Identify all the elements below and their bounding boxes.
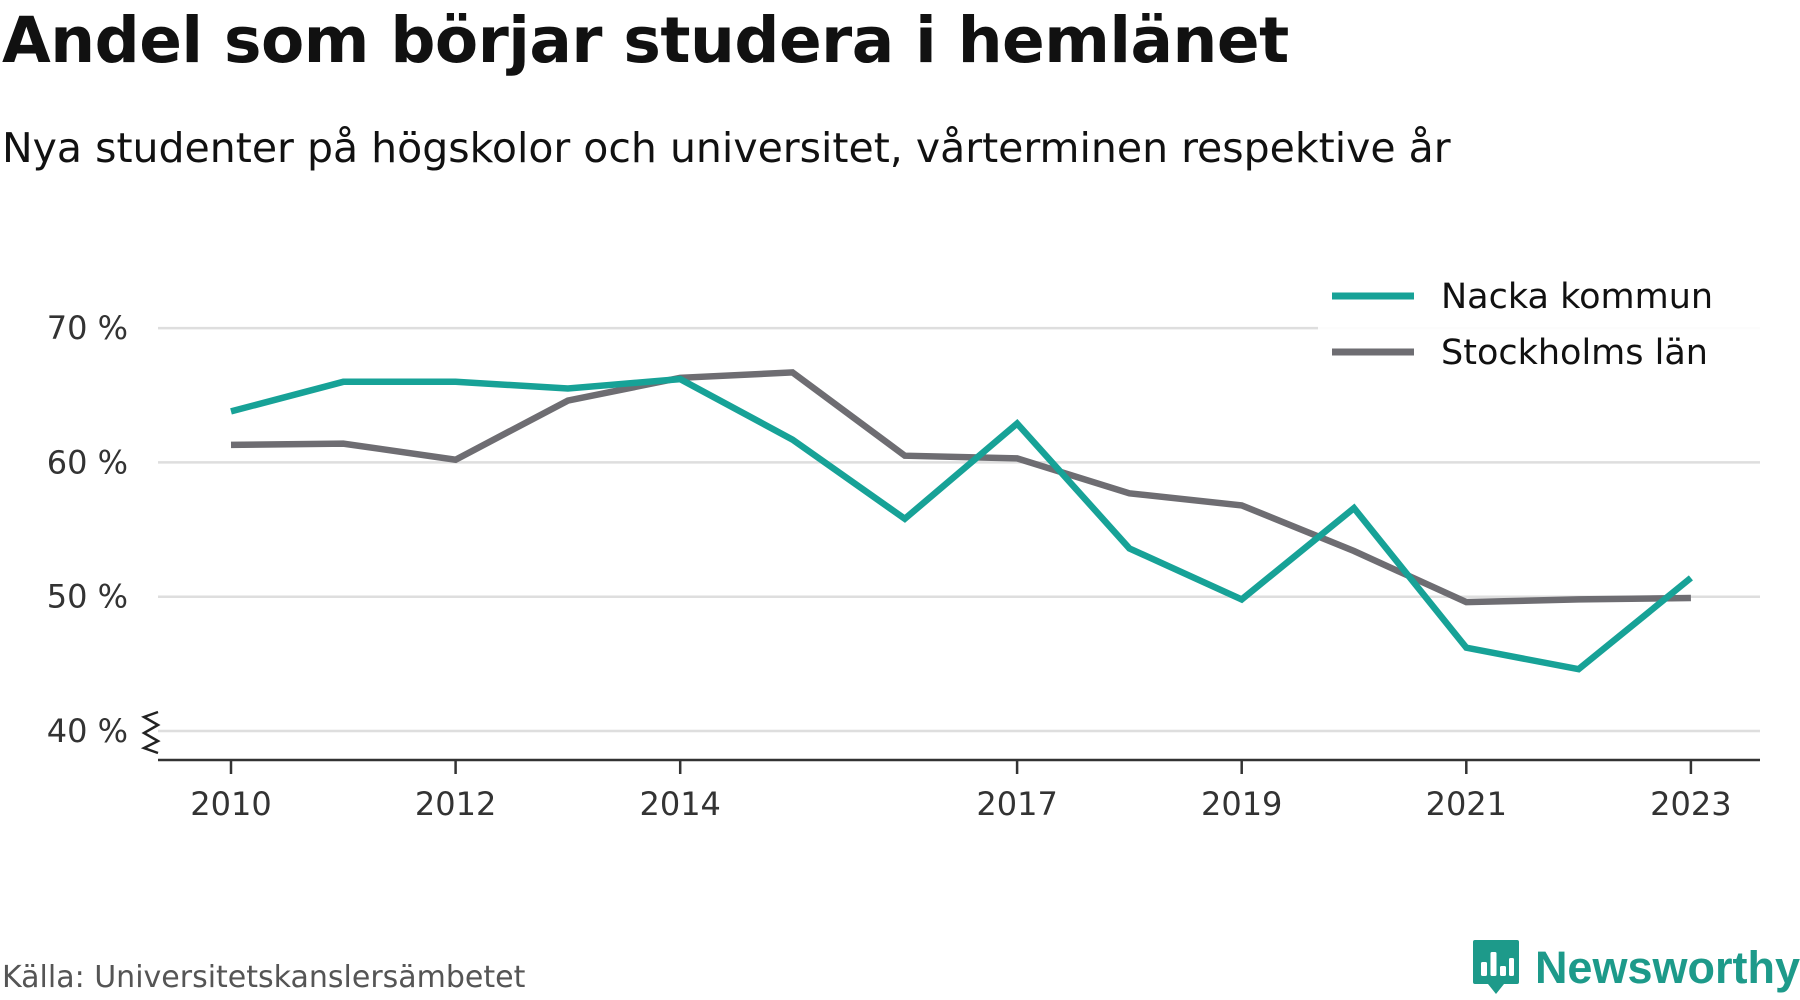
- y-axis: 40 % 50 % 60 % 70 %: [47, 309, 161, 755]
- series-line-nacka-kommun: [230, 375, 1693, 673]
- gridlines: [158, 326, 1760, 733]
- newsworthy-logo: Newsworthy: [1471, 938, 1800, 998]
- chart-subtitle: Nya studenter på högskolor och universit…: [2, 124, 1451, 172]
- y-tick-label: 60 %: [47, 443, 128, 481]
- x-tick-label: 2014: [639, 785, 720, 823]
- axis-break-icon: [140, 710, 161, 755]
- chart-title: Andel som börjar studera i hemlänet: [2, 4, 1289, 77]
- newsworthy-logo-icon: [1472, 940, 1519, 994]
- x-axis: 2010 2012 2014 2017 2019 2021 2023: [158, 758, 1760, 823]
- x-tick-label: 2023: [1650, 785, 1731, 823]
- x-tick-label: 2019: [1201, 785, 1282, 823]
- x-tick-label: 2012: [415, 785, 496, 823]
- series-line-stockholms-l-n: [230, 369, 1691, 606]
- legend-label: Nacka kommun: [1441, 277, 1713, 317]
- series-lines: [230, 369, 1693, 673]
- y-tick-label: 40 %: [47, 712, 128, 750]
- x-tick-label: 2017: [976, 785, 1057, 823]
- y-tick-label: 70 %: [47, 309, 128, 347]
- logo-text: Newsworthy: [1534, 942, 1800, 993]
- x-tick-label: 2021: [1426, 785, 1507, 823]
- source-note: Källa: Universitetskanslersämbetet: [2, 960, 526, 995]
- legend-label: Stockholms län: [1441, 333, 1708, 373]
- legend-background: [1318, 266, 1766, 384]
- x-tick-label: 2010: [190, 785, 271, 823]
- line-chart: 2010 2012 2014 2017 2019 2021 2023 40 % 50 % 60 …: [46, 266, 1766, 823]
- legend: Nacka kommun Stockholms län: [1318, 266, 1766, 384]
- y-tick-label: 50 %: [47, 578, 128, 616]
